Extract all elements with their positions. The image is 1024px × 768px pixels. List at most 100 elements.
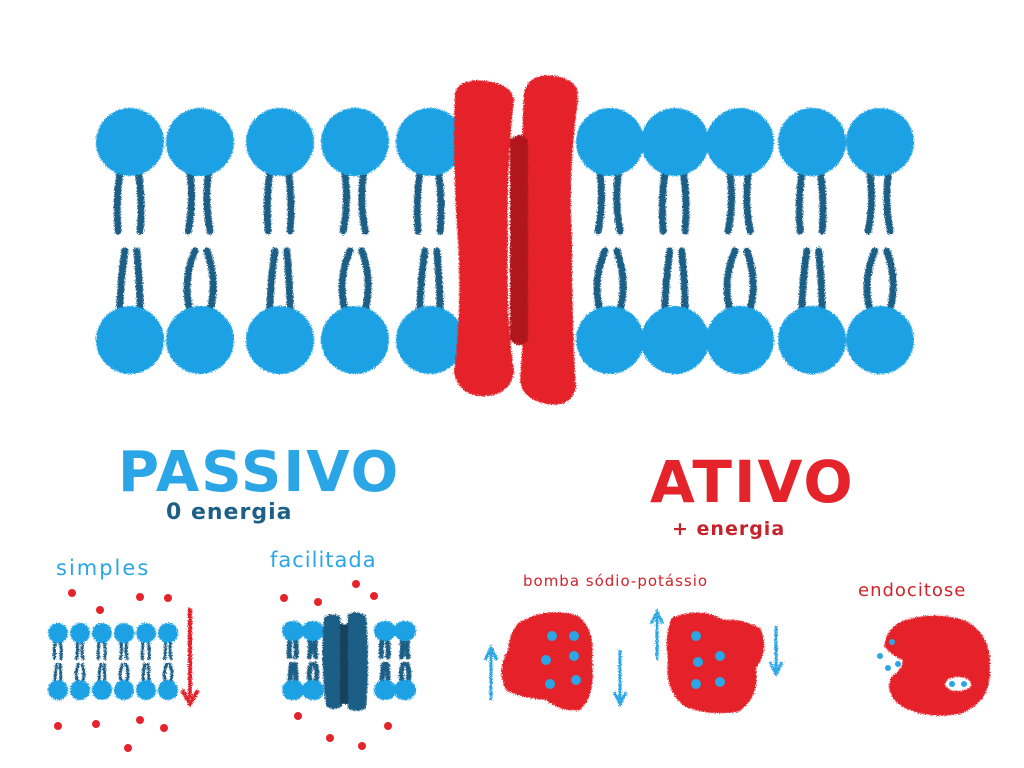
phospholipid-head — [576, 108, 644, 176]
lipid-tail — [147, 640, 151, 661]
lipid-tail — [594, 169, 605, 235]
lipid-tail — [406, 638, 411, 660]
phospholipid-head — [70, 680, 90, 700]
solute-molecule — [96, 606, 104, 614]
lipid-tail — [358, 247, 372, 313]
solute-molecule — [68, 589, 76, 597]
lipid-tail — [295, 638, 299, 660]
sodium-potassium-pump — [501, 612, 765, 714]
facilitated-diffusion-molecules — [280, 580, 392, 750]
solute-molecule — [370, 592, 378, 600]
channel-protein-right-half — [520, 75, 579, 405]
lipid-tail — [381, 661, 386, 683]
facilitated-channel-protein — [322, 612, 368, 711]
lipid-tail — [398, 661, 404, 683]
arrow-up-2 — [649, 608, 665, 660]
phospholipid-head — [92, 680, 112, 700]
lipid-tail — [58, 662, 63, 683]
lipid-tail — [743, 247, 757, 313]
phospholipid-head — [576, 306, 644, 374]
solute-molecule — [294, 712, 302, 720]
lipid-tail — [661, 247, 674, 313]
lipid-tail — [406, 661, 412, 683]
phospholipid-head — [246, 108, 314, 176]
lipid-tail — [135, 169, 145, 235]
ion — [693, 657, 703, 667]
phospholipid-head — [321, 108, 389, 176]
lipid-tail — [263, 169, 274, 235]
phospholipid-head — [778, 306, 846, 374]
lipid-tail — [798, 247, 811, 313]
particle — [889, 639, 895, 645]
phospholipid-head — [158, 623, 178, 643]
lipid-tail — [404, 638, 409, 660]
solute-molecule — [92, 720, 100, 728]
lipid-tail — [292, 661, 297, 683]
solute-molecule — [54, 722, 62, 730]
lipid-tail — [75, 640, 79, 661]
lipid-tail — [723, 247, 739, 313]
arrow-down-1 — [612, 650, 628, 708]
lipid-tail — [80, 640, 85, 661]
lipid-tail — [339, 169, 350, 235]
pump-state-2 — [666, 612, 765, 714]
phospholipid-head — [396, 108, 464, 176]
lipid-tail — [307, 638, 311, 660]
simple-diffusion-membrane — [48, 623, 178, 700]
phospholipid-head — [282, 680, 302, 700]
solute-molecule — [136, 593, 144, 601]
lipid-tail — [308, 661, 314, 683]
phospholipid-head — [778, 108, 846, 176]
lipid-tail — [338, 247, 354, 313]
lipid-tail — [306, 661, 312, 683]
lipid-tail — [400, 661, 406, 683]
main-channel-protein — [454, 75, 579, 405]
ion — [571, 675, 581, 685]
ion — [691, 631, 701, 641]
lipid-tail — [863, 247, 879, 313]
lipid-tail — [294, 661, 299, 683]
lipid-tail — [613, 247, 627, 313]
phospholipid-head — [321, 306, 389, 374]
lipid-tail — [52, 640, 57, 661]
lipid-tail — [864, 169, 875, 235]
particle — [885, 665, 891, 671]
lipid-tail — [312, 661, 318, 683]
arrow-up-1 — [483, 644, 499, 700]
lipid-tail — [80, 662, 86, 683]
phospholipid-head — [641, 108, 709, 176]
endocytosis-cell — [884, 615, 991, 716]
lipid-tail — [184, 169, 195, 235]
lipid-tail — [380, 638, 385, 660]
ion — [715, 651, 725, 661]
lipid-tail — [183, 247, 199, 313]
phospholipid-head — [641, 306, 709, 374]
ion — [569, 631, 579, 641]
lipid-tail — [119, 640, 123, 661]
phospholipid-head — [136, 680, 156, 700]
lipid-tail — [416, 247, 429, 313]
solute-molecule — [384, 722, 392, 730]
lipid-tail — [387, 638, 391, 660]
lipid-tail — [102, 662, 107, 683]
lipid-tail — [384, 661, 389, 683]
lipid-tail — [288, 638, 293, 660]
lipid-tail — [593, 247, 609, 313]
phospholipid-head — [396, 306, 464, 374]
facilitated-diffusion-membrane — [282, 621, 416, 700]
phospholipid-head — [282, 621, 302, 641]
phospholipid-head — [158, 680, 178, 700]
lipid-tail — [53, 662, 58, 683]
lipid-tail — [116, 247, 129, 313]
lipid-tail — [433, 247, 444, 313]
lipid-tail — [124, 640, 129, 661]
lipid-tail — [401, 638, 405, 660]
lipid-tail — [168, 662, 174, 683]
arrow-down-2 — [768, 626, 784, 678]
phospholipid-head — [846, 306, 914, 374]
lipid-tail — [203, 247, 217, 313]
lipid-tail — [285, 169, 295, 235]
phospholipid-head — [48, 680, 68, 700]
lipid-tail — [658, 169, 669, 235]
